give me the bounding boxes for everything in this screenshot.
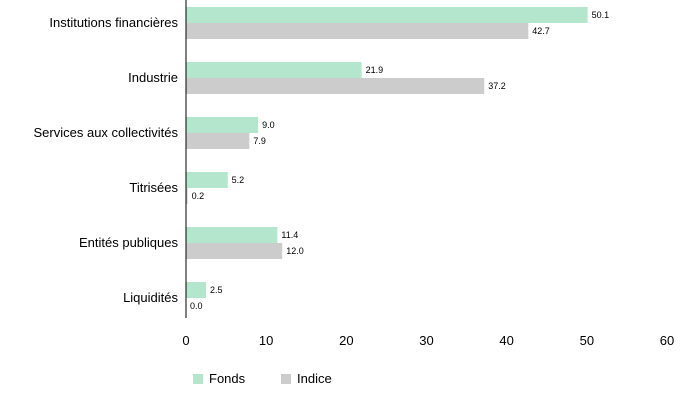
category-labels: Institutions financières Industrie Service…: [34, 15, 179, 305]
legend: Fonds Indice: [193, 371, 332, 386]
data-label: 21.9: [366, 65, 384, 75]
bar-indice: [186, 243, 283, 259]
category-label: Titrisées: [129, 180, 178, 195]
legend-label-indice: Indice: [297, 371, 332, 386]
bar-fonds: [186, 172, 228, 188]
category-label: Industrie: [128, 70, 178, 85]
data-label: 9.0: [262, 120, 275, 130]
bar-fonds: [186, 227, 278, 243]
data-label: 42.7: [532, 26, 550, 36]
category-label: Entités publiques: [79, 235, 179, 250]
x-tick-label: 10: [259, 333, 273, 348]
bar-fonds: [186, 282, 207, 298]
data-label: 7.9: [253, 136, 266, 146]
bar-indice: [186, 78, 485, 94]
x-tick-label: 30: [419, 333, 433, 348]
data-labels: 50.1 42.7 21.9 37.2 9.0 7.9 5.2 0.2 11.4 12.0 2.5 0…: [190, 10, 609, 311]
x-tick-label: 0: [182, 333, 189, 348]
data-label: 11.4: [281, 230, 298, 240]
data-label: 0.0: [190, 301, 203, 311]
bar-fonds: [186, 117, 259, 133]
x-tick-label: 60: [660, 333, 674, 348]
legend-swatch-indice: [281, 374, 291, 384]
data-label: 5.2: [232, 175, 245, 185]
bar-indice: [186, 23, 529, 39]
bar-indice: [186, 133, 250, 149]
legend-swatch-fonds: [193, 374, 203, 384]
x-tick-label: 20: [339, 333, 353, 348]
bar-fonds: [186, 62, 362, 78]
data-label: 0.2: [192, 191, 205, 201]
bars-group: [186, 7, 588, 298]
bar-indice: [186, 188, 188, 204]
data-label: 2.5: [210, 285, 223, 295]
x-tick-label: 50: [580, 333, 594, 348]
category-label: Liquidités: [123, 290, 178, 305]
data-label: 50.1: [592, 10, 610, 20]
x-tick-label: 40: [499, 333, 513, 348]
data-label: 12.0: [286, 246, 304, 256]
category-label: Services aux collectivités: [34, 125, 179, 140]
category-label: Institutions financières: [49, 15, 178, 30]
data-label: 37.2: [488, 81, 506, 91]
x-tick-labels: 0 10 20 30 40 50 60: [182, 333, 674, 348]
legend-label-fonds: Fonds: [209, 371, 246, 386]
bar-fonds: [186, 7, 588, 23]
